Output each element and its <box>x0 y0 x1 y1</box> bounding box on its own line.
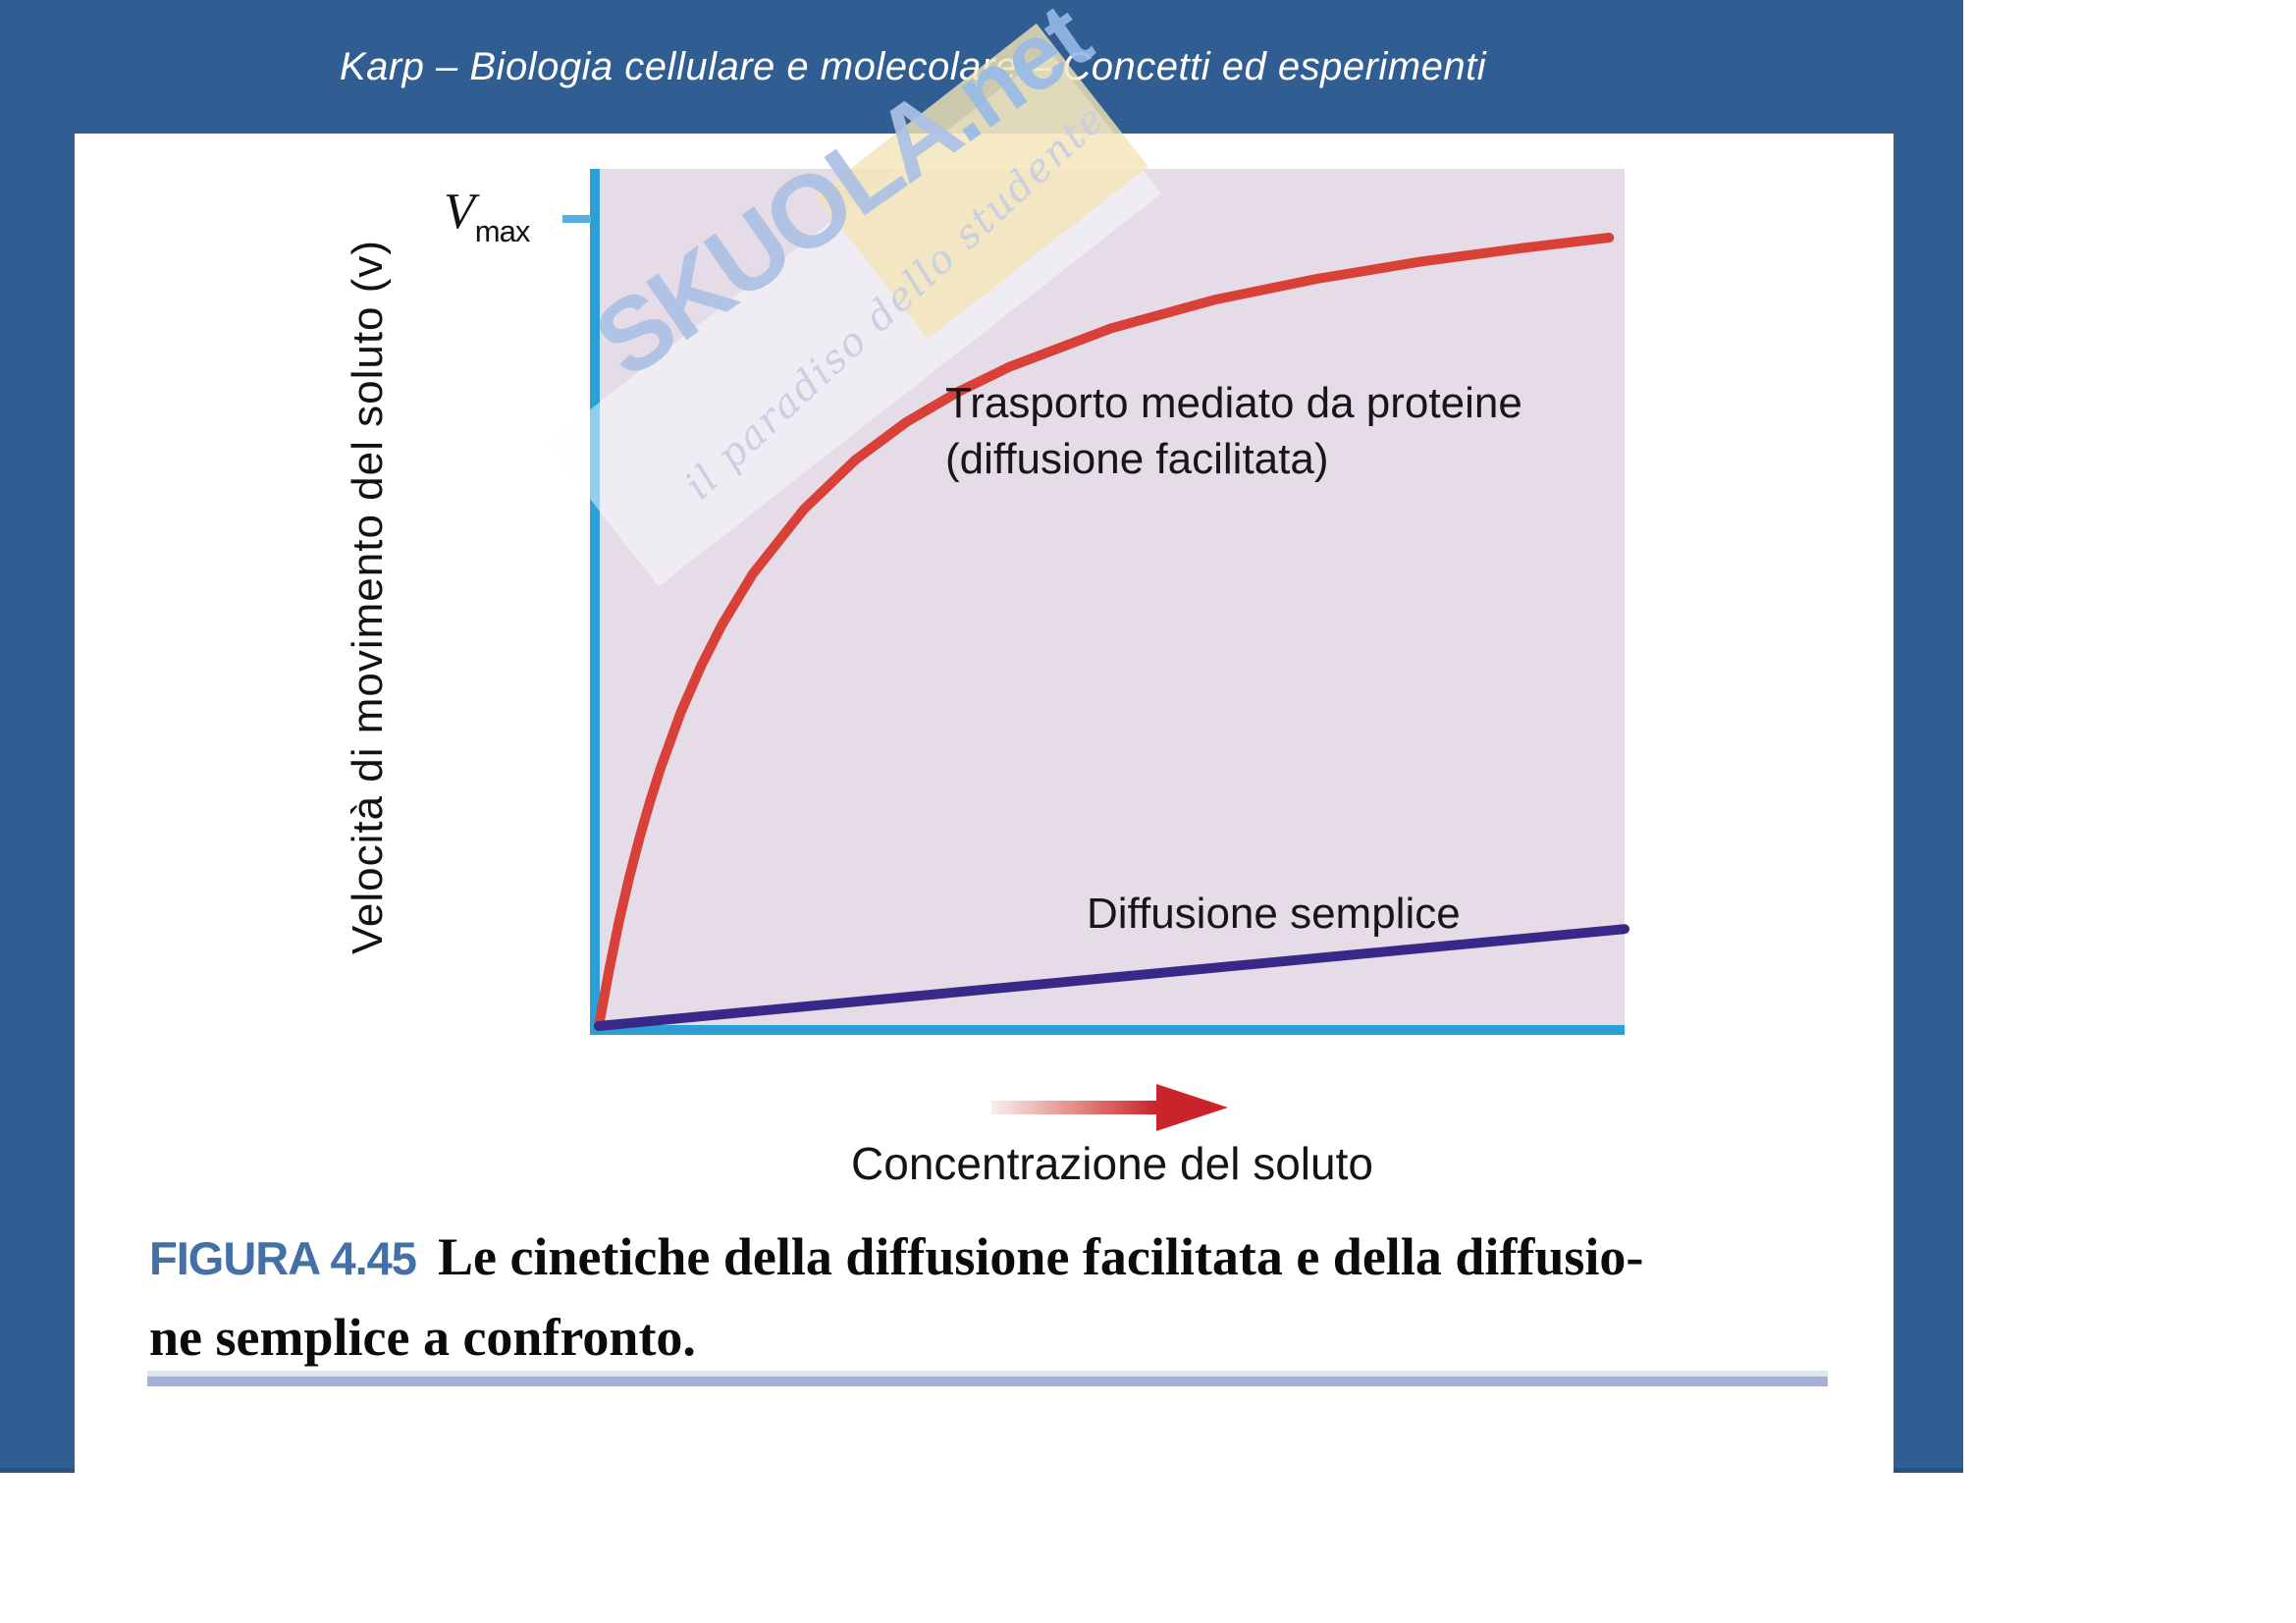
concentration-arrow-icon <box>991 1084 1228 1131</box>
vmax-tick <box>562 215 591 223</box>
simple-diffusion-label: Diffusione semplice <box>1087 890 1461 938</box>
x-axis-label: Concentrazione del soluto <box>851 1138 1373 1189</box>
left-border-band <box>0 0 75 1473</box>
facilitated-label-line2: (diffusione facilitata) <box>945 435 1329 483</box>
facilitated-diffusion-label: Trasporto mediato da proteine (diffusion… <box>945 375 1522 487</box>
vmax-sub: max <box>474 214 531 248</box>
figure-caption: FIGURA 4.45 Le cinetiche della diffusione… <box>149 1217 1877 1377</box>
y-axis-line <box>590 169 600 1035</box>
figure-number: FIGURA 4.45 <box>149 1232 417 1284</box>
facilitated-label-line1: Trasporto mediato da proteine <box>945 379 1522 427</box>
caption-rule-bottom <box>147 1377 1828 1386</box>
vmax-v: V <box>444 184 475 240</box>
right-border-band <box>1894 0 1963 1473</box>
caption-line1: Le cinetiche della diffusione facilitata… <box>437 1227 1644 1286</box>
y-axis-label: Velocità di movimento del soluto (v) <box>344 239 392 955</box>
book-title: Karp – Biologia cellulare e molecolare –… <box>339 44 1487 88</box>
caption-line2: ne semplice a confronto. <box>149 1308 696 1367</box>
x-axis-line <box>590 1025 1625 1035</box>
caption-rule <box>147 1371 1828 1386</box>
vmax-label: Vmax <box>444 183 531 249</box>
caption-rule-top <box>147 1371 1828 1377</box>
simple-diffusion-line <box>594 924 1629 1031</box>
